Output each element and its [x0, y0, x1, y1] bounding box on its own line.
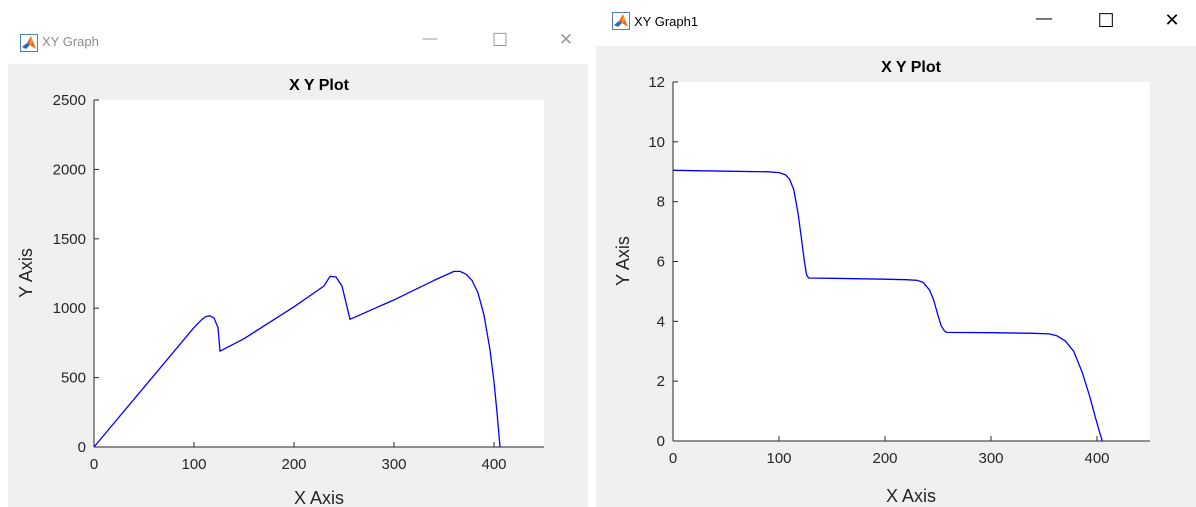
maximize-button[interactable]: ☐: [491, 30, 509, 50]
y-tick-label: 2: [657, 373, 665, 390]
x-tick-label: 0: [669, 450, 677, 467]
plot-area: [94, 100, 544, 447]
close-button[interactable]: ✕: [558, 30, 574, 49]
plot-title: X Y Plot: [289, 77, 350, 94]
x-ticks: 0 100 200 300 400: [669, 436, 1110, 467]
window-xy-graph1[interactable]: XY Graph1 — ☐ ✕ 0 2 4 6 8 10 12 0 100 200 300 400 …: [596, 0, 1196, 507]
y-axis-label: Y Axis: [16, 248, 36, 298]
x-axis-label: X Axis: [294, 488, 344, 507]
y-tick-label: 0: [657, 433, 665, 450]
maximize-button[interactable]: ☐: [1097, 11, 1115, 32]
series-line: [93, 270, 501, 448]
x-tick-label: 400: [1084, 450, 1109, 467]
y-tick-label: 2000: [53, 161, 86, 178]
y-tick-label: 6: [657, 254, 665, 271]
series-group: [93, 270, 501, 448]
y-tick-label: 500: [61, 370, 86, 387]
y-tick-label: 2500: [53, 92, 86, 109]
series-line: [672, 169, 1103, 442]
y-ticks: 0 500 1000 1500 2000 2500: [53, 92, 99, 456]
y-tick-label: 1500: [53, 231, 86, 248]
x-tick-label: 100: [181, 456, 206, 473]
plot-area: [673, 82, 1150, 441]
y-tick-label: 12: [648, 74, 665, 91]
window-titlebar[interactable]: XY Graph1 — ☐ ✕: [596, 0, 1196, 46]
y-tick-label: 1000: [53, 300, 86, 317]
window-xy-graph[interactable]: XY Graph — ☐ ✕ 0 500 1000 1500 2000 2500 0 100…: [8, 22, 588, 507]
window-titlebar[interactable]: XY Graph — ☐ ✕: [8, 22, 588, 64]
y-tick-label: 0: [78, 439, 86, 456]
x-tick-label: 400: [481, 456, 506, 473]
x-tick-label: 300: [978, 450, 1003, 467]
plot-title: X Y Plot: [881, 59, 942, 76]
x-axis-label: X Axis: [886, 486, 936, 506]
y-axis-label: Y Axis: [613, 236, 633, 286]
y-tick-label: 10: [648, 134, 665, 151]
matlab-logo-icon: [612, 12, 630, 30]
x-tick-label: 100: [766, 450, 791, 467]
y-tick-label: 4: [657, 313, 665, 330]
x-tick-label: 300: [381, 456, 406, 473]
y-ticks: 0 2 4 6 8 10 12: [648, 74, 678, 450]
window-title: XY Graph: [42, 34, 99, 49]
series-group: [672, 169, 1103, 442]
minimize-button[interactable]: —: [1036, 10, 1052, 27]
minimize-button[interactable]: —: [422, 30, 438, 47]
xy-plot: 0 500 1000 1500 2000 2500 0 100 200 300 400 X Y P…: [16, 77, 544, 507]
close-button[interactable]: ✕: [1164, 10, 1180, 30]
y-tick-label: 8: [657, 194, 665, 211]
x-tick-label: 200: [281, 456, 306, 473]
x-tick-label: 0: [90, 456, 98, 473]
x-tick-label: 200: [872, 450, 897, 467]
window-title: XY Graph1: [634, 14, 699, 29]
matlab-logo-icon: [20, 34, 38, 52]
